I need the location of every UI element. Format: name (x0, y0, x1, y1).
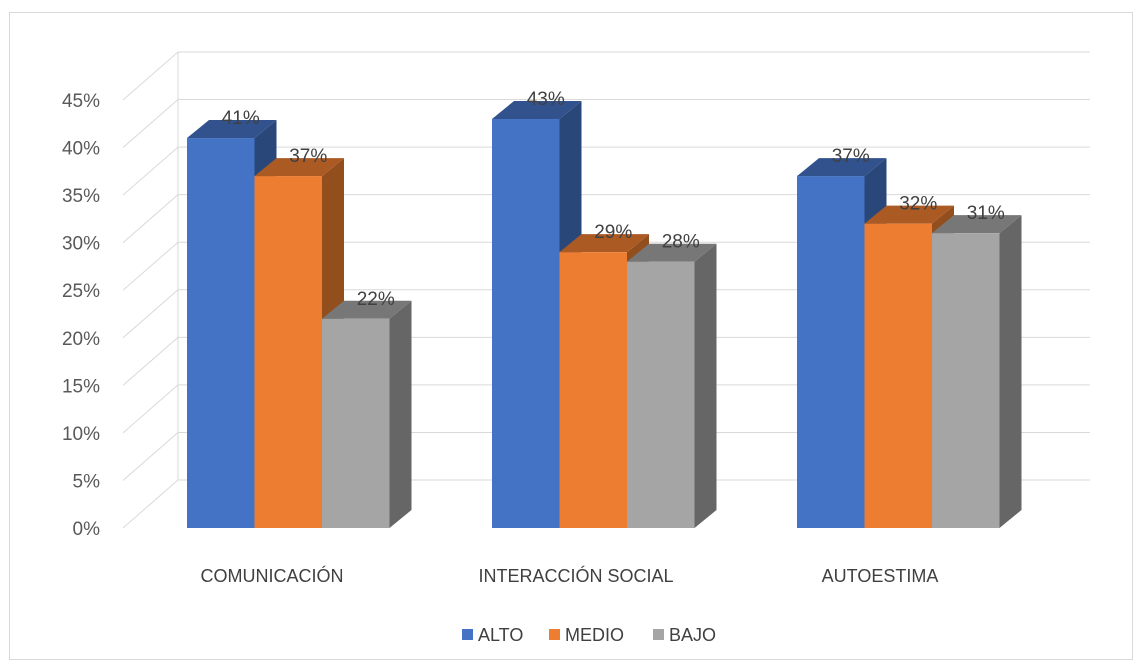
data-label: 41% (222, 108, 260, 129)
data-label: 32% (899, 194, 937, 215)
legend-swatch (653, 629, 664, 640)
bar-top (797, 158, 887, 177)
gridline-side (122, 194, 179, 244)
bars: 41% 37% 22% 43% 29% 28% 37% 32% 31% (187, 89, 1022, 529)
data-label: 22% (357, 289, 395, 310)
gridline-side (122, 241, 179, 291)
x-category-label: COMUNICACIÓN (201, 565, 344, 586)
bar (627, 243, 717, 528)
y-tick-label: 30% (62, 234, 100, 255)
y-tick-label: 25% (62, 281, 100, 302)
y-tick-label: 10% (62, 424, 100, 445)
bar-front (254, 176, 322, 529)
bar-top (559, 234, 649, 253)
legend-item: BAJO (653, 625, 716, 645)
y-tick-label: 35% (62, 186, 100, 207)
gridline-side (122, 336, 179, 386)
data-label: 37% (289, 146, 327, 167)
gridline-side (122, 384, 179, 434)
data-label: 29% (594, 222, 632, 243)
bar-top (864, 205, 954, 224)
x-category-label: INTERACCIÓN SOCIAL (478, 565, 673, 586)
data-label: 31% (967, 203, 1005, 224)
bar-top (322, 300, 412, 319)
gridline-side (122, 51, 179, 101)
bar (932, 215, 1022, 528)
y-tick-label: 45% (62, 91, 100, 112)
bar-front (864, 223, 932, 528)
gridline-side (122, 99, 179, 148)
y-tick-label: 5% (73, 471, 101, 492)
y-tick-label: 40% (62, 139, 100, 160)
bar-front (322, 318, 390, 528)
gridline-side (122, 289, 179, 339)
x-category-label: AUTOESTIMA (822, 566, 939, 586)
bar-top (932, 215, 1022, 234)
legend-label: MEDIO (565, 625, 624, 645)
chart-frame (9, 12, 1133, 660)
bar (322, 300, 412, 528)
bar-front (559, 252, 627, 528)
bar-top (187, 120, 277, 139)
bar-side (389, 300, 412, 528)
bar-front (492, 119, 560, 529)
data-label: 37% (832, 146, 870, 167)
y-axis: 0% 5% 10% 15% 20% 25% 30% 35% 40% 45% (62, 91, 100, 540)
bar-side (694, 243, 717, 528)
bar-front (797, 176, 865, 529)
gridline-side (122, 146, 179, 196)
gridline-side (122, 479, 179, 529)
legend-item: ALTO (462, 625, 523, 645)
gridline-side (122, 432, 179, 481)
legend-item: MEDIO (549, 625, 624, 645)
bar-front (932, 233, 1000, 528)
data-label: 28% (662, 232, 700, 253)
legend-swatch (462, 629, 473, 640)
bar-top (254, 158, 344, 177)
bar-top (627, 243, 717, 262)
bar-top (492, 101, 582, 120)
x-axis: COMUNICACIÓN INTERACCIÓN SOCIAL AUTOESTIMA (201, 565, 939, 586)
data-label: 43% (527, 89, 565, 110)
y-tick-label: 20% (62, 329, 100, 350)
legend-label: BAJO (669, 625, 716, 645)
legend: ALTO MEDIO BAJO (462, 625, 716, 645)
y-tick-label: 0% (73, 519, 101, 540)
bar-front (627, 261, 695, 528)
y-tick-label: 15% (62, 376, 100, 397)
legend-swatch (549, 629, 560, 640)
bar-side (999, 215, 1022, 528)
legend-label: ALTO (478, 625, 523, 645)
bar-front (187, 138, 255, 529)
